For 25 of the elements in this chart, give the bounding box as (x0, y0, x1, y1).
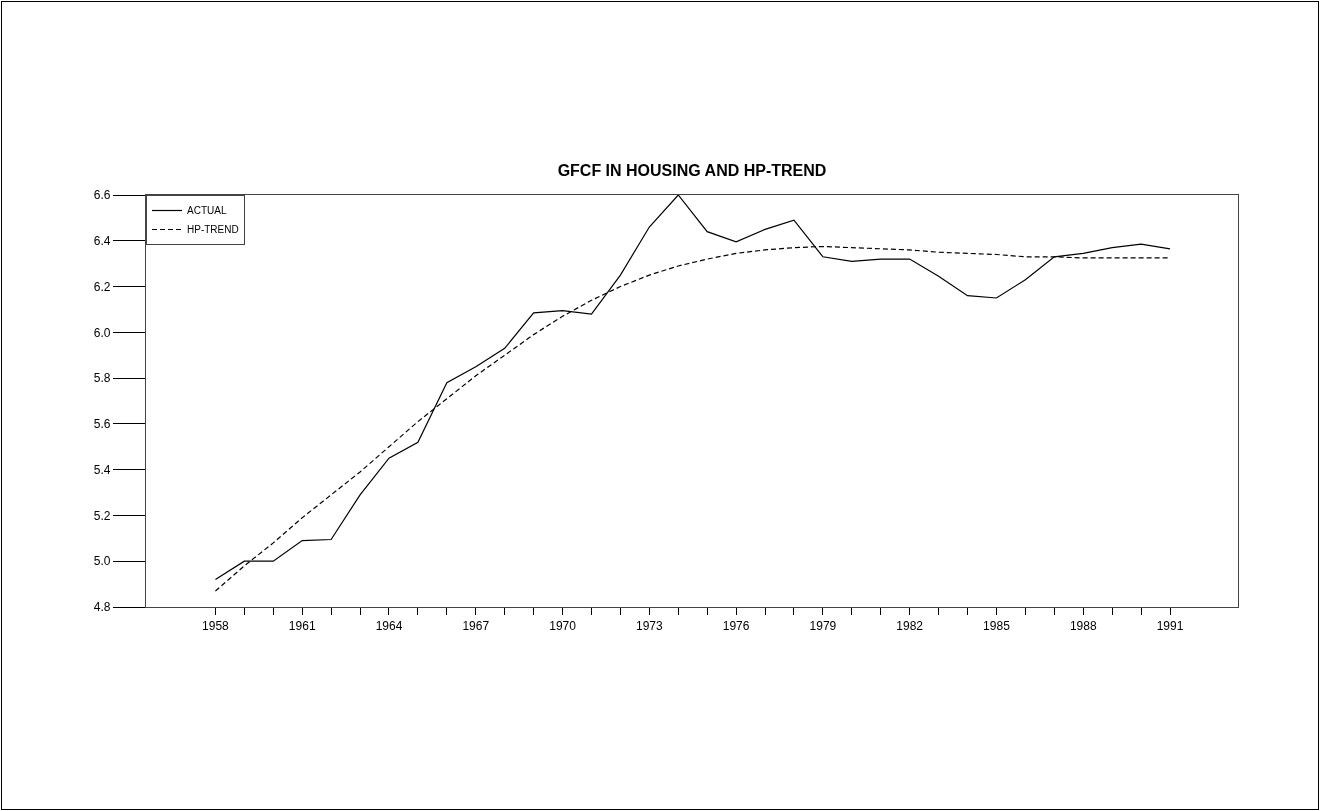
y-tick-label: 5.2 (93, 508, 111, 523)
chart-title: GFCF IN HOUSING AND HP-TREND (557, 162, 827, 179)
x-tick-label: 1988 (1069, 618, 1097, 633)
x-tick-label: 1961 (288, 618, 316, 633)
y-tick-label: 4.8 (93, 600, 111, 615)
y-tick-label: 6.0 (93, 325, 111, 340)
y-tick-label: 5.4 (93, 462, 111, 477)
legend-label: HP-TREND (187, 224, 239, 236)
x-tick-label: 1967 (462, 618, 490, 633)
y-tick-label: 5.6 (93, 417, 111, 432)
y-tick-label: 5.8 (93, 371, 111, 386)
y-tick-label: 5.0 (93, 554, 111, 569)
y-tick-label: 6.2 (93, 279, 111, 294)
x-tick-label: 1991 (1156, 618, 1184, 633)
x-tick-label: 1964 (375, 618, 403, 633)
x-tick-label: 1970 (549, 618, 577, 633)
x-tick-label: 1958 (202, 618, 230, 633)
y-tick-label: 6.6 (93, 188, 111, 203)
legend-label: ACTUAL (187, 205, 227, 217)
x-tick-label: 1985 (983, 618, 1011, 633)
x-tick-label: 1973 (635, 618, 663, 633)
x-tick-label: 1979 (809, 618, 837, 633)
x-tick-label: 1976 (722, 618, 750, 633)
x-tick-label: 1982 (896, 618, 924, 633)
y-tick-label: 6.4 (93, 233, 111, 248)
